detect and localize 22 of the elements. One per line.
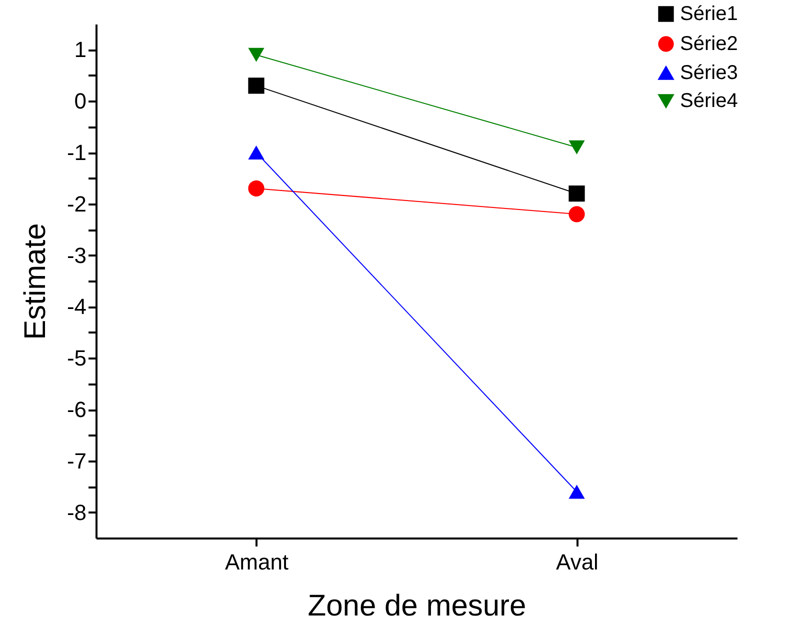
legend-label: Série1 xyxy=(680,3,738,25)
y-tick-label: -1 xyxy=(66,140,86,165)
point xyxy=(248,78,264,94)
x-tick-label: Aval xyxy=(556,550,598,574)
y-tick-label: -6 xyxy=(66,397,86,422)
point xyxy=(248,180,264,197)
y-tick-label: -5 xyxy=(66,346,86,371)
legend-label: Série2 xyxy=(680,33,738,55)
point xyxy=(568,206,585,222)
point xyxy=(568,186,585,202)
y-tick-label: -8 xyxy=(66,500,86,525)
y-tick-label: -2 xyxy=(66,191,86,216)
x-axis-title: Zone de mesure xyxy=(308,590,526,622)
y-tick-label: 1 xyxy=(74,37,86,62)
y-tick-label: -3 xyxy=(66,242,86,268)
y-tick-label: 0 xyxy=(74,88,86,114)
y-tick-label: -7 xyxy=(66,448,86,474)
legend-label: Série3 xyxy=(680,62,738,84)
y-tick-label: -4 xyxy=(66,294,86,320)
y-axis-title: Estimate xyxy=(18,223,52,340)
x-tick-label: Amant xyxy=(224,550,289,574)
legend-label: Série4 xyxy=(680,90,738,112)
